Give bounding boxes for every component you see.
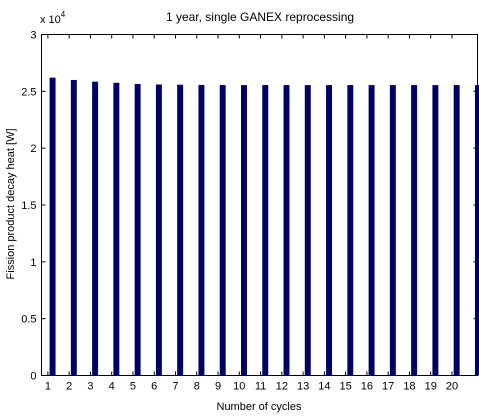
bar-cycle-21 <box>474 85 479 376</box>
y-tick-label: 0.5 <box>21 314 36 326</box>
y-exponent-power: 4 <box>61 10 66 19</box>
y-tick-label: 2.5 <box>21 86 36 98</box>
bar-cycle-20 <box>453 85 460 376</box>
x-tick-label: 11 <box>255 381 266 393</box>
plot-frame <box>41 34 478 376</box>
x-axis-label: Number of cycles <box>217 401 302 413</box>
x-tick-label: 2 <box>66 381 72 393</box>
bar-cycle-9 <box>219 85 226 376</box>
bar-cycle-16 <box>368 85 375 376</box>
bars-group <box>49 77 479 376</box>
x-ticks-group: 1 2 3 4 5 6 7 8 9 10 11 12 13 14 15 16 17 18 19 20 <box>45 34 458 393</box>
bar-cycle-1 <box>49 77 56 376</box>
bar-cycle-4 <box>113 82 120 376</box>
y-ticks-group: 0 0.5 1 1.5 2 2.5 3 <box>21 30 478 383</box>
bar-cycle-7 <box>177 84 184 376</box>
x-tick-label: 6 <box>151 381 157 393</box>
bar-cycle-18 <box>411 85 418 376</box>
x-tick-label: 12 <box>276 381 288 393</box>
y-tick-label: 1.5 <box>21 200 36 212</box>
x-tick-label: 17 <box>382 381 394 393</box>
y-tick-label: 3 <box>30 30 36 42</box>
x-tick-label: 15 <box>340 381 352 393</box>
bar-cycle-12 <box>283 85 290 376</box>
y-axis-label: Fission product decay heat [W] <box>5 128 17 279</box>
chart-title: 1 year, single GANEX reprocessing <box>166 10 354 24</box>
x-tick-label: 10 <box>233 381 245 393</box>
bar-cycle-10 <box>240 85 247 376</box>
x-tick-label: 3 <box>87 381 93 393</box>
bar-cycle-13 <box>304 85 311 376</box>
bar-cycle-15 <box>347 85 354 376</box>
bar-cycle-19 <box>432 85 439 376</box>
bar-cycle-8 <box>198 84 205 376</box>
x-tick-label: 19 <box>425 381 437 393</box>
y-tick-label: 2 <box>30 143 36 155</box>
x-tick-label: 16 <box>361 381 373 393</box>
x-tick-label: 8 <box>194 381 200 393</box>
x-tick-label: 9 <box>215 381 221 393</box>
x-tick-label: 1 <box>45 381 51 393</box>
y-tick-label: 0 <box>30 371 36 383</box>
x-tick-label: 7 <box>172 381 178 393</box>
y-exponent-base: x 10 <box>40 14 61 26</box>
x-tick-label: 13 <box>297 381 309 393</box>
x-tick-label: 14 <box>318 381 330 393</box>
x-tick-label: 20 <box>446 381 458 393</box>
x-tick-label: 4 <box>109 381 115 393</box>
y-exponent-label: x 104 <box>40 10 66 26</box>
bar-cycle-6 <box>155 84 162 376</box>
y-tick-label: 1 <box>30 257 36 269</box>
bar-cycle-11 <box>262 85 269 376</box>
bar-cycle-17 <box>389 85 396 376</box>
x-tick-label: 18 <box>403 381 415 393</box>
bar-cycle-2 <box>70 79 77 376</box>
x-tick-label: 5 <box>130 381 136 393</box>
bar-cycle-5 <box>134 83 141 376</box>
bar-cycle-14 <box>326 85 333 376</box>
bar-cycle-3 <box>92 81 99 376</box>
